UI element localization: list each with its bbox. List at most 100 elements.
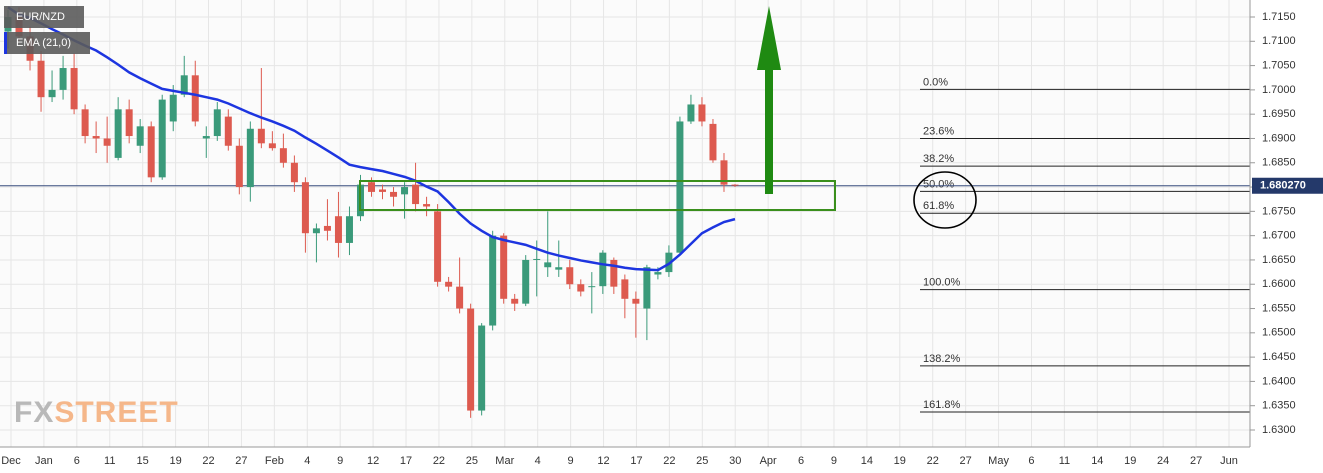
x-tick-label: 6 — [1028, 455, 1034, 467]
x-tick-label: 22 — [433, 455, 445, 467]
x-tick-label: 9 — [337, 455, 343, 467]
x-tick-label: 27 — [960, 455, 972, 467]
y-tick-label: 1.7150 — [1262, 11, 1296, 23]
x-tick-label: Feb — [265, 455, 284, 467]
x-tick-label: Jun — [1220, 455, 1238, 467]
x-tick-label: 6 — [74, 455, 80, 467]
candle-body — [588, 286, 596, 288]
x-tick-label: Mar — [495, 455, 514, 467]
x-tick-label: 17 — [630, 455, 642, 467]
x-tick-label: 14 — [1091, 455, 1103, 467]
watermark: FXSTREET — [14, 396, 179, 429]
candle-body — [709, 123, 717, 161]
candle-body — [643, 267, 651, 309]
y-tick-label: 1.7000 — [1262, 84, 1296, 96]
y-tick-label: 1.6550 — [1262, 302, 1296, 314]
candle-body — [103, 138, 111, 146]
y-tick-label: 1.7050 — [1262, 59, 1296, 71]
x-tick-label: 9 — [831, 455, 837, 467]
x-tick-label: 25 — [696, 455, 708, 467]
x-tick-label: 25 — [466, 455, 478, 467]
candle-body — [169, 94, 177, 122]
x-tick-label: 9 — [568, 455, 574, 467]
candle-body — [224, 116, 232, 146]
x-tick-label: 27 — [1190, 455, 1202, 467]
legend-symbol-box — [4, 6, 84, 28]
fib-label: 23.6% — [923, 125, 954, 137]
candle-body — [125, 109, 133, 137]
arrow-shaft — [765, 68, 773, 194]
candle-body — [698, 104, 706, 122]
legend-symbol: EUR/NZD — [16, 11, 65, 23]
candle-body — [81, 109, 89, 137]
y-tick-label: 1.6450 — [1262, 351, 1296, 363]
candle-body — [687, 104, 695, 122]
x-tick-label: 11 — [1059, 455, 1070, 467]
candle-body — [489, 235, 497, 326]
candle-body — [610, 259, 618, 287]
fib-label: 38.2% — [923, 153, 954, 165]
x-tick-label: 6 — [798, 455, 804, 467]
candle-body — [70, 68, 78, 110]
x-tick-label: 27 — [235, 455, 247, 467]
x-tick-label: 30 — [729, 455, 741, 467]
x-tick-label: 14 — [861, 455, 873, 467]
candle-body — [268, 143, 276, 149]
candle-body — [533, 258, 541, 260]
candle-body — [555, 267, 563, 270]
x-tick-label: 19 — [894, 455, 906, 467]
y-tick-label: 1.6350 — [1262, 400, 1296, 412]
candle-body — [632, 298, 640, 304]
y-tick-label: 1.6850 — [1262, 157, 1296, 169]
candle-body — [566, 267, 574, 285]
candle-body — [37, 60, 45, 98]
x-tick-label: 11 — [104, 455, 115, 467]
candle-body — [368, 182, 375, 192]
candle-body — [323, 225, 331, 231]
x-tick-label: 22 — [927, 455, 939, 467]
candle-body — [423, 204, 431, 207]
candle-body — [544, 262, 552, 268]
candle-body — [279, 148, 287, 163]
candle-body — [180, 75, 188, 95]
fib-label: 100.0% — [923, 276, 961, 288]
candle-body — [577, 284, 585, 292]
candle-body — [401, 187, 409, 195]
x-tick-label: 24 — [1157, 455, 1169, 467]
x-tick-label: 19 — [169, 455, 181, 467]
candle-body — [522, 259, 530, 304]
candle-body — [114, 109, 122, 158]
candle-body — [390, 191, 398, 197]
candle-body — [731, 184, 739, 186]
candle-body — [213, 109, 221, 137]
y-tick-label: 1.6900 — [1262, 132, 1296, 144]
arrow-head — [757, 6, 781, 70]
x-tick-label: 12 — [597, 455, 609, 467]
y-tick-label: 1.7100 — [1262, 35, 1296, 47]
y-tick-label: 1.6600 — [1262, 278, 1296, 290]
candle-body — [434, 211, 442, 282]
plot-area — [0, 0, 1250, 447]
legend-ema-swatch — [4, 32, 7, 54]
candle-body — [500, 235, 508, 299]
fib-label: 0.0% — [923, 76, 948, 88]
x-tick-label: Jan — [35, 455, 53, 467]
highlight-circle — [913, 171, 977, 229]
fib-label: 61.8% — [923, 200, 954, 212]
candle-body — [621, 279, 629, 299]
y-tick-label: 1.6750 — [1262, 205, 1296, 217]
x-tick-label: 12 — [367, 455, 379, 467]
x-tick-label: 15 — [137, 455, 149, 467]
candle-body — [92, 136, 100, 139]
candle-body — [301, 182, 309, 234]
x-tick-label: 4 — [304, 455, 310, 467]
fib-label: 161.8% — [923, 399, 961, 411]
x-tick-label: 17 — [400, 455, 412, 467]
candle-body — [48, 89, 56, 98]
candle-body — [445, 281, 453, 287]
candle-body — [599, 252, 607, 287]
legend-ema-box — [4, 32, 90, 54]
ema-line — [7, 6, 736, 272]
y-tick-label: 1.6300 — [1262, 424, 1296, 436]
x-tick-label: Dec — [1, 455, 21, 467]
